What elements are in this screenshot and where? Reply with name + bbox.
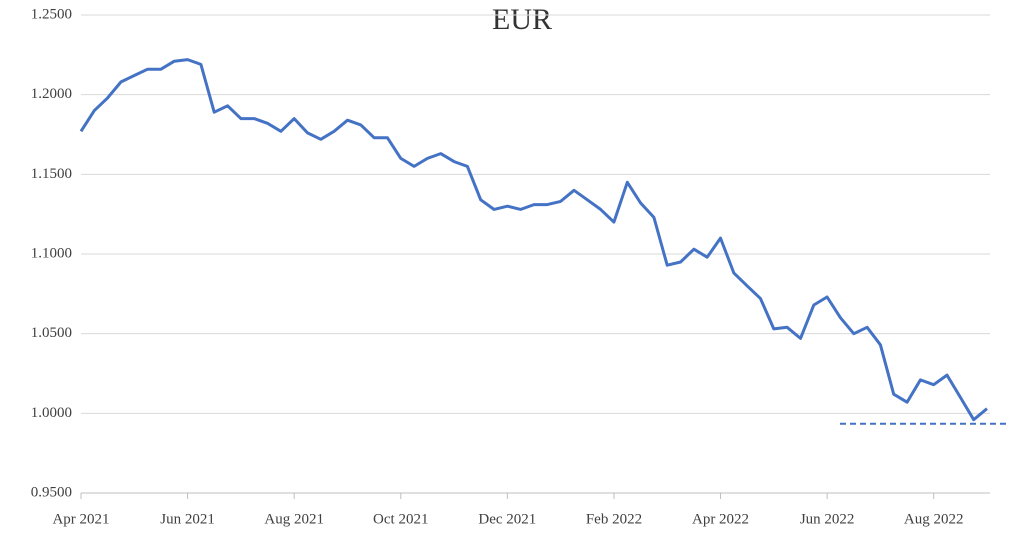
x-tick-label: Feb 2022 [586, 511, 642, 527]
data-line [79, 58, 988, 422]
y-tick-label: 1.2500 [31, 6, 72, 22]
x-tick-label: Jun 2021 [160, 511, 215, 527]
x-tick-label: Oct 2021 [373, 511, 428, 527]
x-tick-label: Aug 2021 [264, 511, 324, 527]
x-tick-label: Apr 2021 [52, 511, 109, 527]
y-tick-label: 1.1500 [31, 166, 72, 182]
x-tick-label: Apr 2022 [692, 511, 749, 527]
y-tick-label: 1.0000 [31, 405, 72, 421]
x-tick-label: Dec 2021 [478, 511, 536, 527]
y-tick-label: 1.2000 [31, 86, 72, 102]
y-tick-label: 1.0500 [31, 325, 72, 341]
y-tick-label: 0.9500 [31, 484, 72, 500]
x-tick-label: Aug 2022 [904, 511, 964, 527]
y-tick-label: 1.1000 [31, 245, 72, 261]
x-tick-label: Jun 2022 [800, 511, 855, 527]
chart-title: EUR [492, 3, 552, 36]
